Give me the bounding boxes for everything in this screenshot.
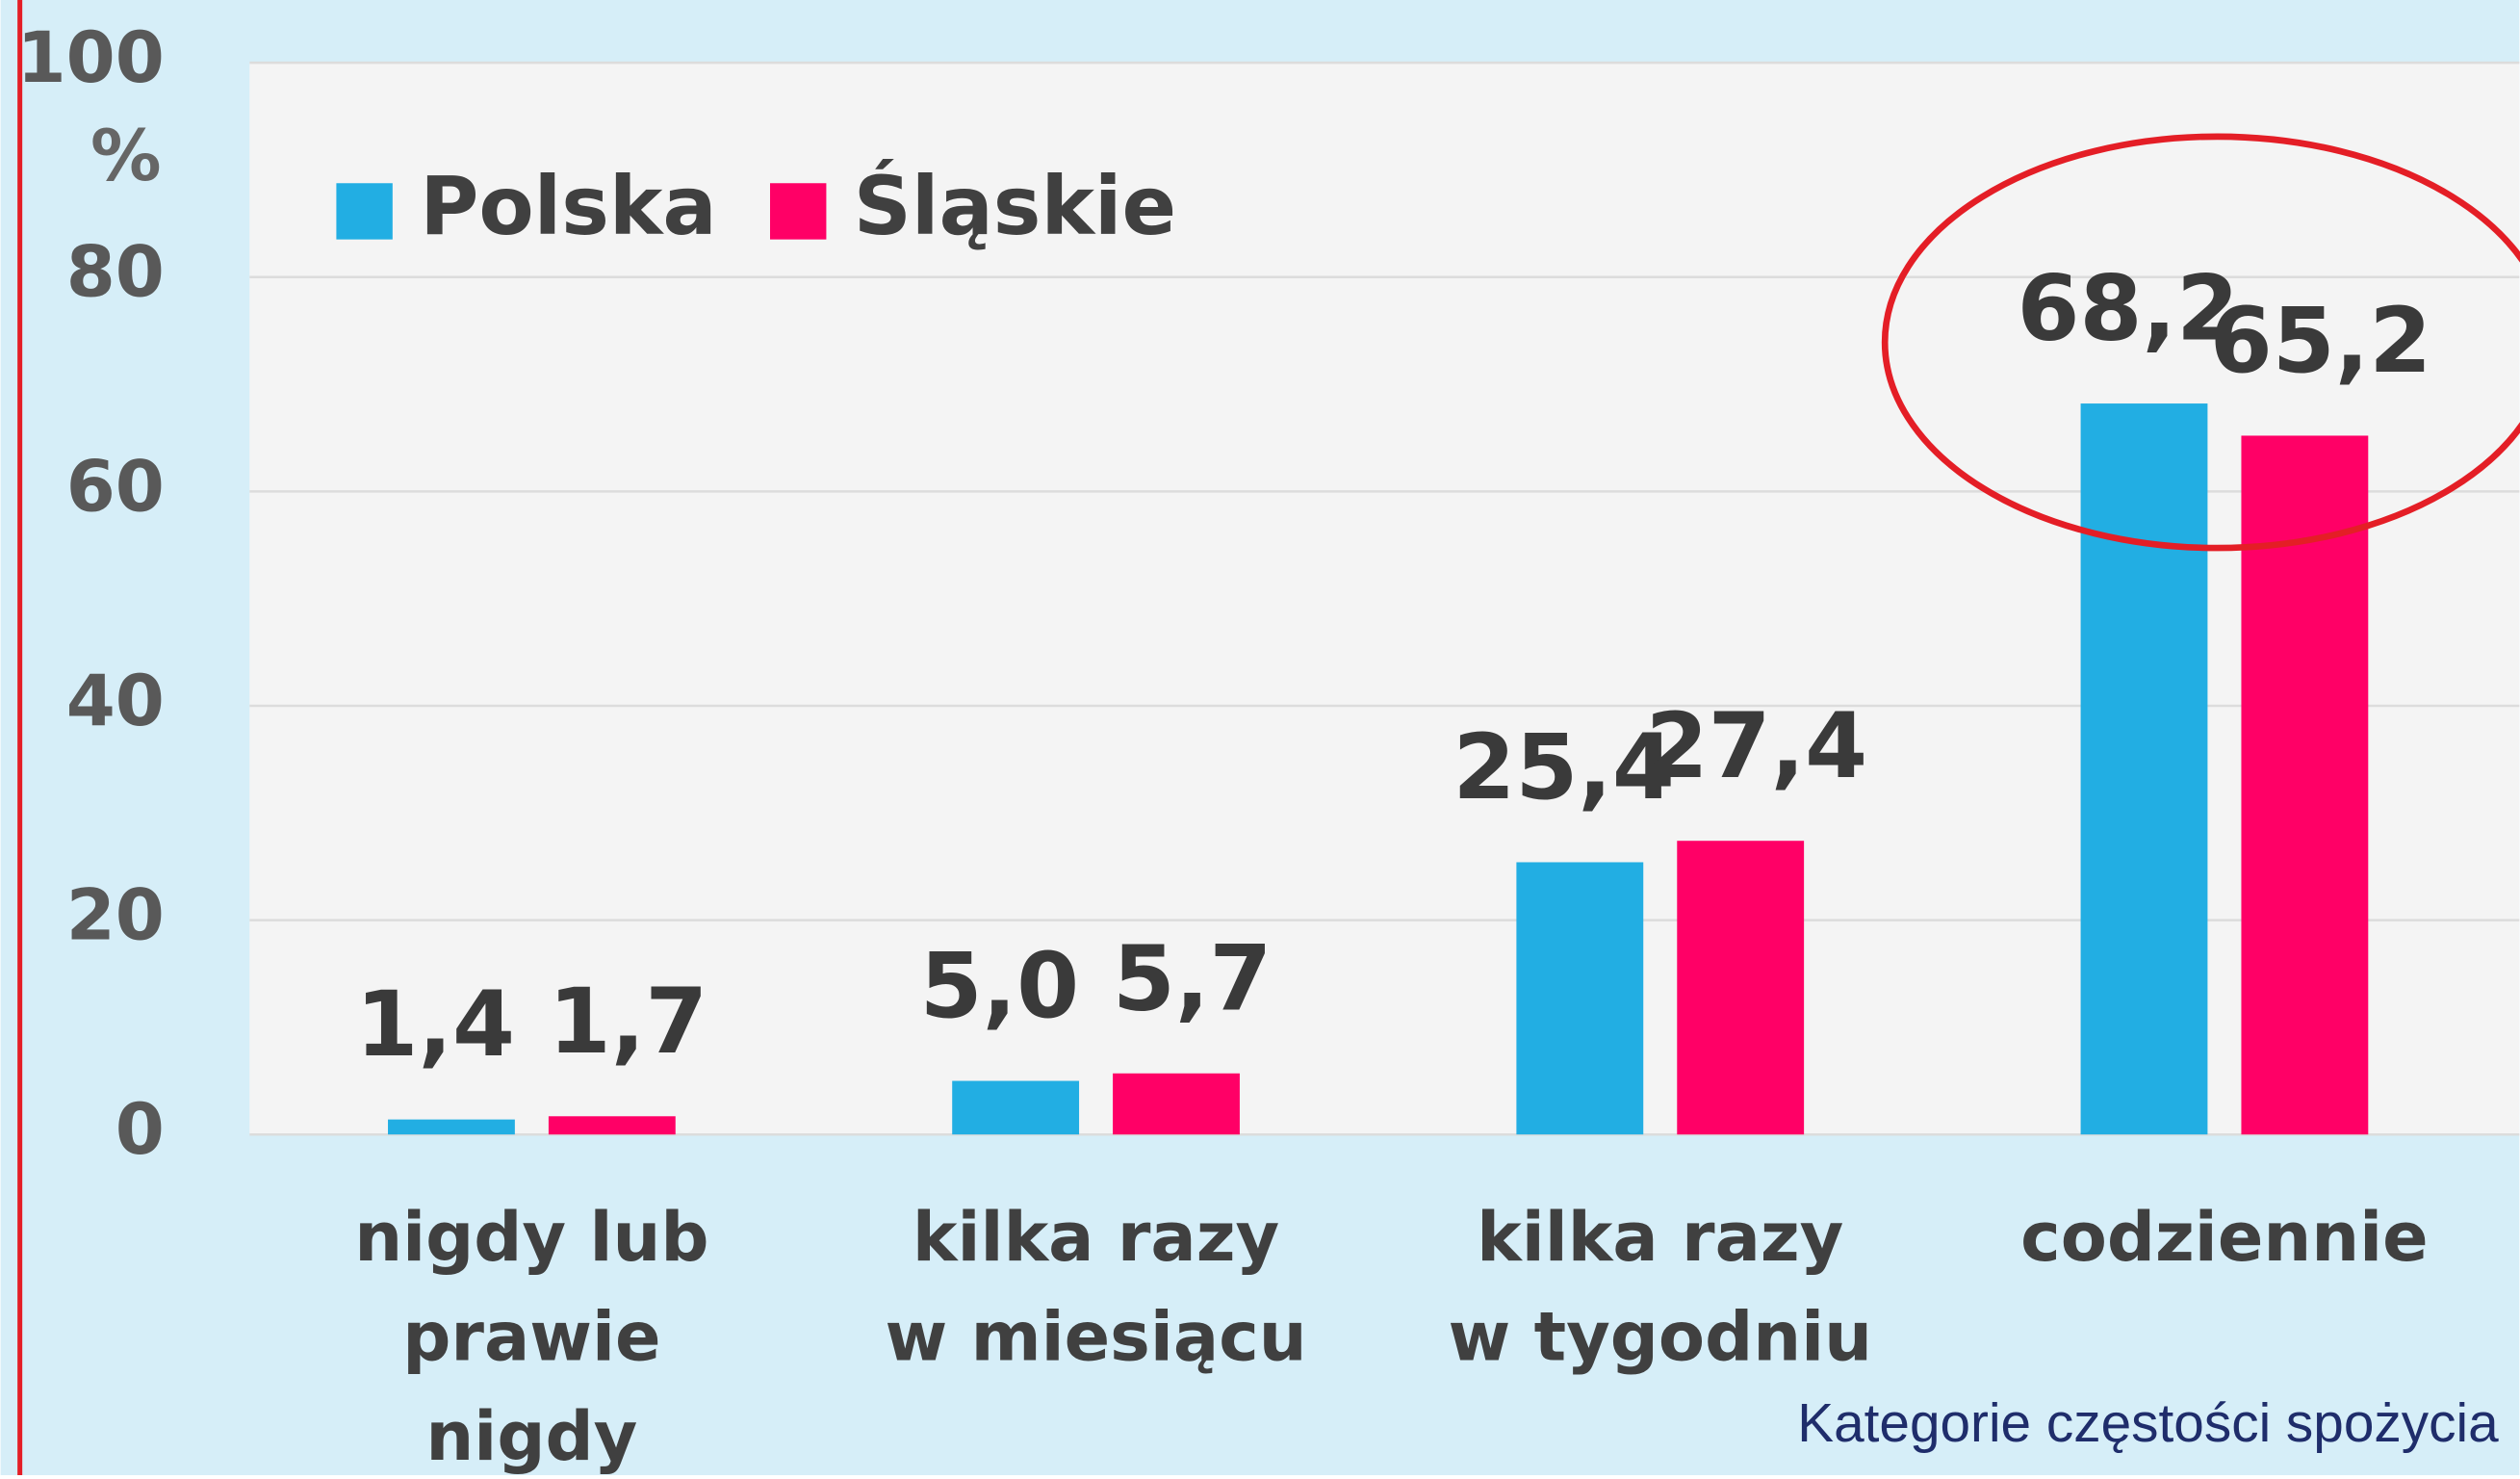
bar	[1516, 862, 1644, 1135]
bar	[2241, 435, 2369, 1135]
x-tick-label: w tygodniu	[1448, 1298, 1872, 1377]
bar	[2080, 403, 2208, 1135]
y-tick-label: 0	[116, 1089, 165, 1171]
legend-label: Polska	[420, 160, 717, 253]
x-axis-label: Kategorie częstości spożycia	[1797, 1393, 2499, 1454]
bar	[388, 1119, 515, 1135]
y-axis-label: %	[90, 116, 162, 197]
data-label: 5,0	[920, 934, 1080, 1039]
x-tick-label: kilka razy	[913, 1198, 1279, 1277]
bar	[952, 1080, 1080, 1135]
data-label: 27,4	[1646, 694, 1868, 799]
bar	[1677, 841, 1805, 1135]
data-label: 25,4	[1453, 715, 1675, 820]
data-label: 5,7	[1113, 926, 1273, 1031]
y-tick-label: 20	[66, 875, 165, 957]
data-label: 65,2	[2210, 289, 2432, 394]
highlight-ellipse	[1881, 133, 2520, 552]
data-label: 1,7	[549, 970, 708, 1075]
y-tick-label: 100	[17, 17, 165, 99]
x-tick-label: prawie	[402, 1298, 660, 1377]
legend-label: Śląskie	[854, 159, 1176, 253]
x-tick-label: w miesiącu	[885, 1298, 1306, 1377]
y-tick-label: 80	[66, 232, 165, 314]
x-tick-label: kilka razy	[1477, 1198, 1843, 1277]
legend-swatch	[770, 183, 827, 240]
data-label: 68,2	[2018, 257, 2240, 362]
x-tick-label: codziennie	[2020, 1198, 2429, 1277]
x-tick-label: nigdy lub	[354, 1198, 708, 1277]
legend-swatch	[336, 183, 393, 240]
y-tick-label: 40	[66, 661, 165, 742]
data-label: 1,4	[355, 973, 515, 1077]
bar	[548, 1116, 676, 1135]
x-tick-label: nigdy	[425, 1397, 637, 1475]
y-tick-label: 60	[66, 446, 165, 528]
bar	[1113, 1073, 1240, 1135]
